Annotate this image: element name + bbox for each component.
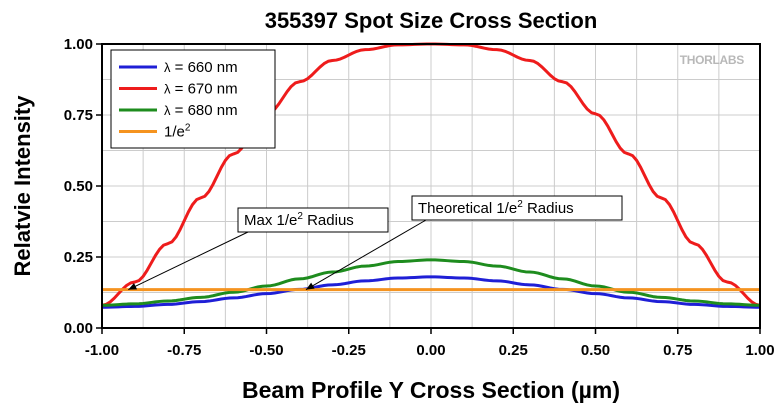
- x-tick-label: -0.75: [167, 342, 201, 359]
- annotations: Max 1/e2 Radius Theoretical 1/e2 Radius: [128, 195, 623, 291]
- legend-label: λ = 680 nm: [164, 102, 238, 119]
- y-tick-label: 0.25: [64, 249, 93, 266]
- legend: λ = 660 nm λ = 670 nm λ = 680 nm 1/e2: [110, 49, 276, 149]
- x-tick-label: 0.00: [416, 342, 445, 359]
- annotation-box: [237, 207, 389, 233]
- x-tick-label: -0.50: [249, 342, 283, 359]
- legend-label: λ = 670 nm: [164, 81, 238, 98]
- axis-ticks: -1.00 -0.75 -0.50 -0.25 0.00 0.25 0.50 0.75 1.00…: [64, 36, 775, 359]
- y-tick-label: 1.00: [64, 36, 93, 53]
- legend-label: λ = 660 nm: [164, 59, 238, 76]
- y-axis-label: Relatvie Intensity: [10, 95, 35, 277]
- annotation-arrow: [128, 231, 249, 291]
- chart-title: 355397 Spot Size Cross Section: [265, 8, 598, 33]
- series-line: [101, 258, 761, 307]
- y-tick-label: 0.00: [64, 320, 93, 337]
- x-tick-label: 0.75: [663, 342, 692, 359]
- x-tick-label: -1.00: [85, 342, 119, 359]
- annotation-arrow: [305, 219, 427, 291]
- legend-label: 1/e2: [164, 123, 191, 141]
- gridlines: [102, 44, 760, 328]
- annotation-arrowhead: [128, 283, 138, 290]
- annotation-label: Max 1/e2 Radius: [244, 211, 354, 229]
- x-tick-label: 0.25: [499, 342, 528, 359]
- annotation-arrowhead: [305, 282, 315, 290]
- annotation-label: Theoretical 1/e2 Radius: [418, 199, 574, 217]
- watermark: THORLABS: [680, 53, 745, 67]
- y-tick-label: 0.50: [64, 178, 93, 195]
- series-line: [101, 275, 761, 309]
- x-tick-label: -0.25: [332, 342, 366, 359]
- annotation-box: [411, 195, 623, 221]
- x-tick-label: 0.50: [581, 342, 610, 359]
- y-tick-label: 0.75: [64, 107, 93, 124]
- x-axis-label: Beam Profile Y Cross Section (µm): [242, 377, 620, 403]
- x-tick-label: 1.00: [745, 342, 774, 359]
